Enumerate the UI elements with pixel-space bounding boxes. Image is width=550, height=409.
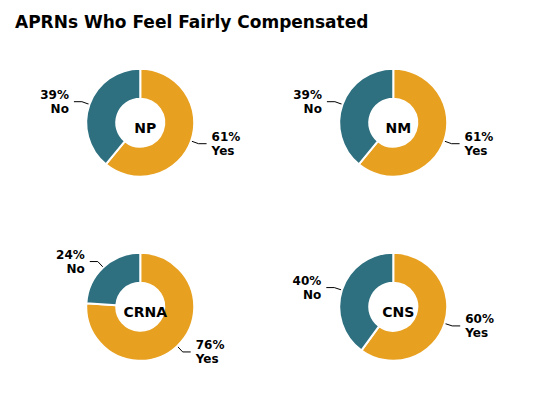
svg-text:Yes: Yes xyxy=(464,144,488,158)
svg-text:No: No xyxy=(303,288,321,302)
svg-text:No: No xyxy=(51,102,69,116)
svg-text:60%: 60% xyxy=(465,312,494,326)
svg-text:No: No xyxy=(304,102,322,116)
svg-text:76%: 76% xyxy=(196,338,225,352)
svg-text:APRNs Who Feel Fairly Compensa: APRNs Who Feel Fairly Compensated xyxy=(15,12,368,32)
svg-text:40%: 40% xyxy=(293,274,322,288)
svg-text:24%: 24% xyxy=(56,248,85,262)
svg-text:39%: 39% xyxy=(293,88,322,102)
svg-text:61%: 61% xyxy=(465,130,494,144)
svg-text:Yes: Yes xyxy=(464,326,488,340)
svg-text:Yes: Yes xyxy=(211,144,235,158)
svg-text:Yes: Yes xyxy=(195,352,219,366)
svg-text:61%: 61% xyxy=(212,130,241,144)
svg-text:NP: NP xyxy=(134,120,156,136)
svg-text:No: No xyxy=(67,262,85,276)
svg-text:39%: 39% xyxy=(40,88,69,102)
svg-text:NM: NM xyxy=(385,120,411,136)
svg-text:CRNA: CRNA xyxy=(123,304,167,320)
svg-text:CNS: CNS xyxy=(382,304,414,320)
